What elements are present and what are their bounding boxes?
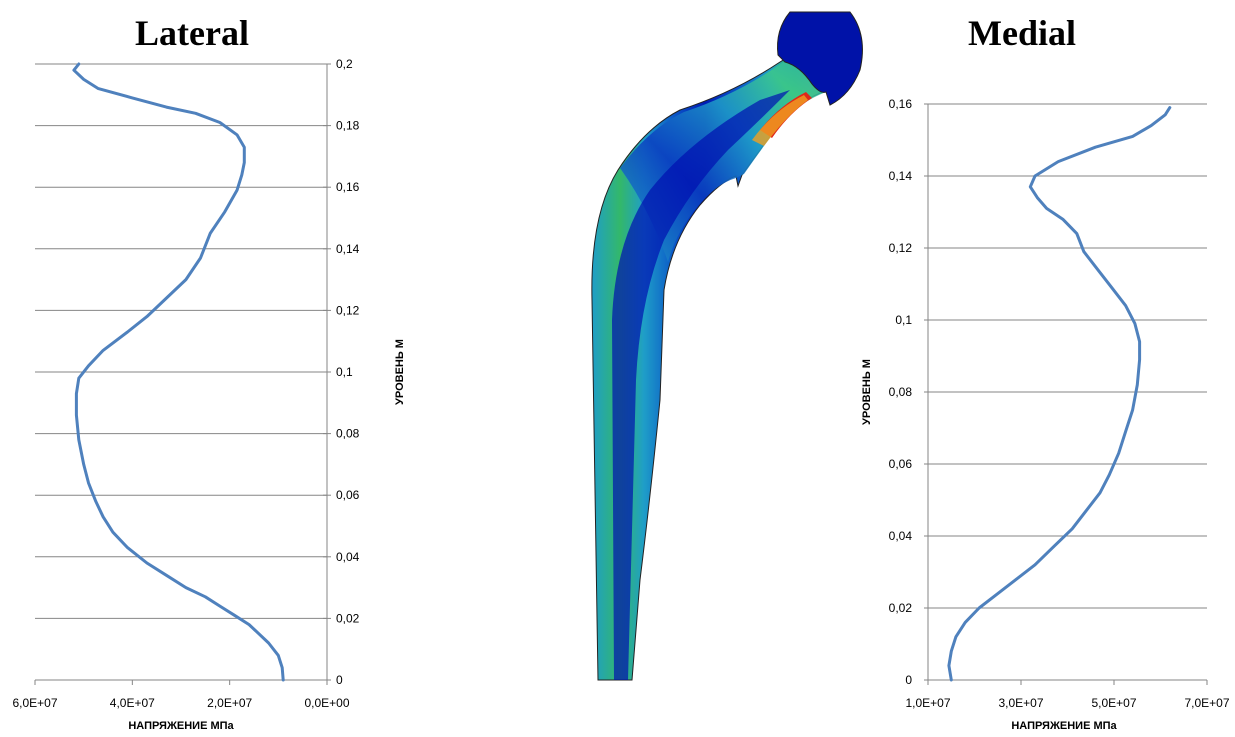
y-tick-label: 0,12 [336, 303, 360, 317]
y-tick-label: 0,08 [336, 427, 360, 441]
x-tick-label: 6,0E+07 [12, 696, 57, 710]
medial-x-tick-labels: 1,0E+07 3,0E+07 5,0E+07 7,0E+07 [905, 696, 1229, 710]
y-tick-label: 0,14 [336, 242, 360, 256]
medial-y-tick-labels: 0,16 0,14 0,12 0,1 0,08 0,06 0,04 0,02 0 [889, 97, 913, 687]
x-tick-label: 5,0E+07 [1091, 696, 1136, 710]
x-tick-label: 1,0E+07 [905, 696, 950, 710]
x-tick-label: 7,0E+07 [1184, 696, 1229, 710]
lateral-x-tick-labels: 6,0E+07 4,0E+07 2,0E+07 0,0E+00 [12, 696, 349, 710]
lateral-y-axis-title: УРОВЕНЬ М [394, 339, 406, 405]
lateral-ticks [34, 63, 331, 685]
medial-y-axis-title: УРОВЕНЬ М [861, 359, 873, 425]
lateral-series-line [72, 62, 285, 682]
y-tick-label: 0,18 [336, 119, 360, 133]
medial-grid [928, 103, 1207, 609]
y-tick-label: 0,02 [889, 601, 913, 615]
medial-x-axis-title: НАПРЯЖЕНИЕ МПа [1011, 720, 1117, 732]
lateral-chart-title: Lateral [135, 13, 249, 53]
y-tick-label: 0,1 [895, 313, 912, 327]
x-tick-label: 4,0E+07 [110, 696, 155, 710]
x-tick-label: 2,0E+07 [207, 696, 252, 710]
y-tick-label: 0,12 [889, 241, 913, 255]
medial-series-line [947, 106, 1172, 682]
y-tick-label: 0,16 [336, 180, 360, 194]
stem-high-stress-zone-orange [752, 95, 808, 146]
lateral-y-tick-labels: 0,2 0,18 0,16 0,14 0,12 0,1 0,08 0,06 0,04 0,02 0 [336, 57, 360, 687]
x-tick-label: 3,0E+07 [998, 696, 1043, 710]
y-tick-label: 0,02 [336, 611, 360, 625]
stem-core-low-stress [612, 90, 790, 680]
y-tick-label: 0 [336, 673, 343, 687]
y-tick-label: 0,08 [889, 385, 913, 399]
y-tick-label: 0,04 [889, 529, 913, 543]
y-tick-label: 0,04 [336, 550, 360, 564]
y-tick-label: 0,2 [336, 57, 353, 71]
y-tick-label: 0,16 [889, 97, 913, 111]
y-tick-label: 0,06 [889, 457, 913, 471]
y-tick-label: 0,1 [336, 365, 353, 379]
y-tick-label: 0 [905, 673, 912, 687]
medial-ticks [924, 103, 1208, 685]
medial-chart-title: Medial [968, 13, 1076, 53]
lateral-x-axis-title: НАПРЯЖЕНИЕ МПа [128, 720, 234, 732]
x-tick-label: 0,0E+00 [304, 696, 349, 710]
y-tick-label: 0,06 [336, 488, 360, 502]
y-tick-label: 0,14 [889, 169, 913, 183]
stem-taper-head [777, 11, 863, 106]
